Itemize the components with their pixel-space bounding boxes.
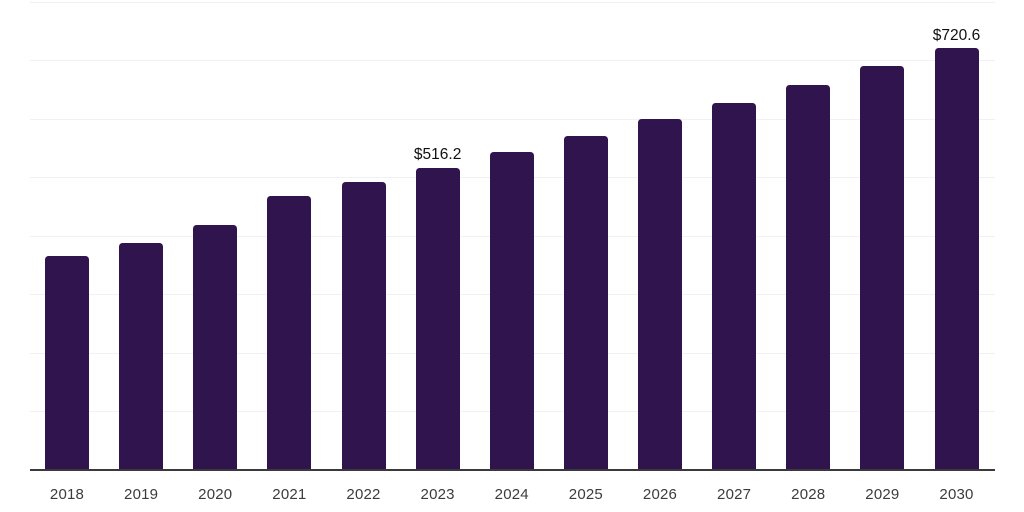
x-tick-2025: 2025: [568, 486, 603, 503]
bar-2029: [860, 65, 905, 470]
bar-2026: [638, 119, 682, 470]
bar-2018: [45, 255, 89, 470]
x-tick-2027: 2027: [717, 486, 752, 503]
x-tick-2022: 2022: [346, 486, 381, 503]
bar-2027: [712, 103, 757, 470]
bar-2021: [267, 195, 312, 470]
x-tick-2018: 2018: [49, 486, 85, 503]
x-tick-2026: 2026: [642, 486, 678, 503]
bar-2023: [415, 167, 460, 470]
x-tick-2030: 2030: [939, 486, 974, 503]
bar-2030: [934, 48, 979, 470]
gridline-600: [30, 118, 995, 120]
gridline-700: [30, 60, 995, 62]
bar-2025: [563, 135, 608, 470]
value-label-2030: $720.6: [932, 26, 981, 44]
bar-2028: [786, 85, 831, 470]
bar-2022: [341, 181, 386, 470]
bar-2024: [489, 152, 534, 470]
x-tick-2024: 2024: [494, 486, 529, 503]
x-tick-2029: 2029: [865, 486, 900, 503]
gridline-800: [30, 2, 995, 3]
x-tick-2020: 2020: [198, 486, 233, 503]
x-tick-2021: 2021: [272, 486, 307, 503]
value-label-2023: $516.2: [413, 146, 462, 164]
x-axis-line: [30, 469, 995, 471]
bar-2020: [193, 224, 238, 470]
x-tick-2019: 2019: [124, 486, 159, 503]
x-tick-2023: 2023: [420, 486, 455, 503]
bar-2019: [119, 242, 164, 470]
x-tick-2028: 2028: [791, 486, 826, 503]
